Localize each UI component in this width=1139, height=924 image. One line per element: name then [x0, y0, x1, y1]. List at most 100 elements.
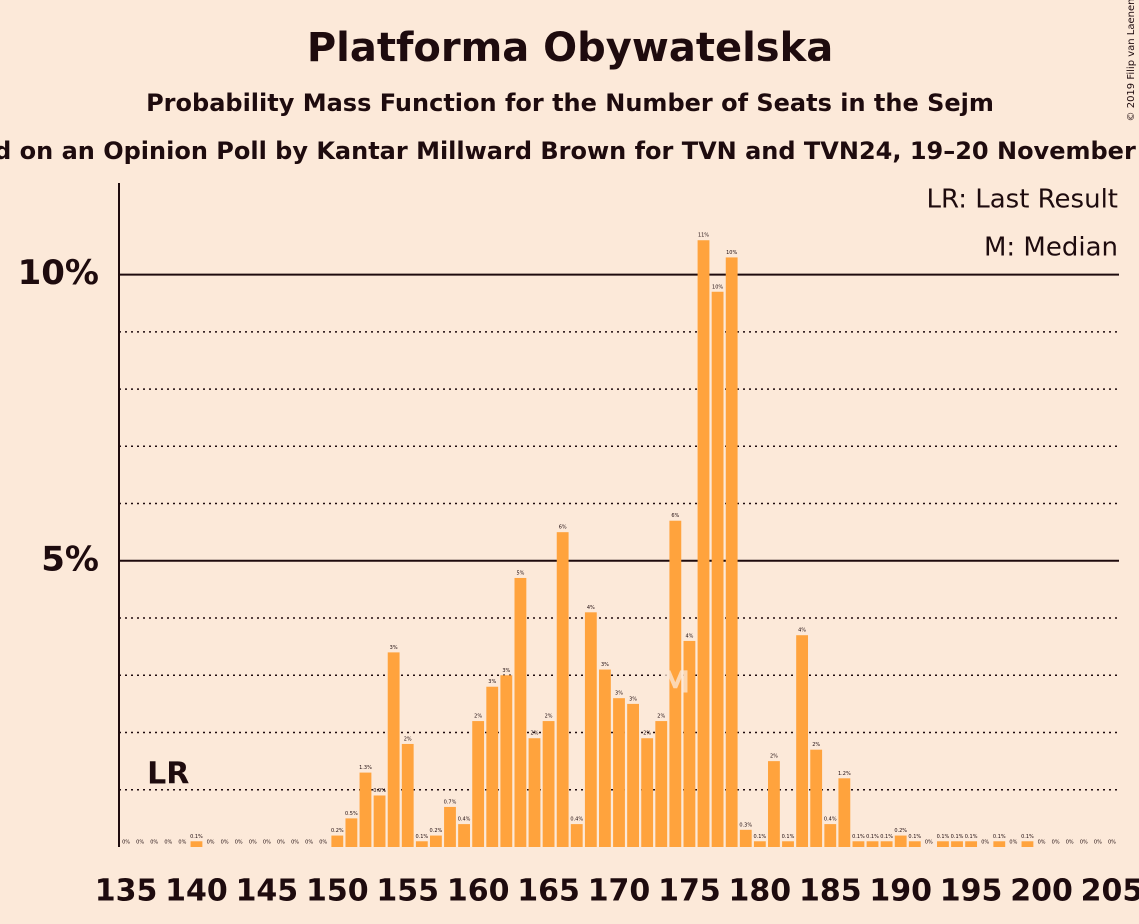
x-tick-label: 170: [588, 874, 651, 909]
bar: [542, 721, 555, 847]
value-label: 0.4%: [824, 817, 837, 823]
bar: [753, 841, 766, 847]
bar: [429, 835, 442, 847]
chart-subtitle: Probability Mass Function for the Number…: [146, 89, 994, 117]
value-label: 0%: [263, 840, 271, 846]
value-label: 3%: [488, 679, 496, 685]
value-label: 3%: [615, 691, 623, 697]
value-label: 3%: [629, 696, 637, 702]
x-tick-label: 140: [165, 874, 228, 909]
value-label: 0%: [249, 840, 257, 846]
bar: [486, 686, 499, 847]
median-marker: M: [660, 665, 690, 700]
value-label: 0.2%: [430, 828, 443, 834]
legend-entry: M: Median: [984, 233, 1118, 263]
value-label: 0.1%: [993, 834, 1006, 840]
bar: [937, 841, 949, 847]
value-label: 0%: [178, 840, 186, 846]
bar: [880, 841, 893, 847]
bar: [768, 761, 780, 847]
bar: [570, 824, 583, 847]
value-label: 2%: [812, 742, 820, 748]
value-label: 3%: [601, 662, 609, 668]
value-label: 4%: [587, 605, 595, 611]
value-label: 0%: [136, 840, 144, 846]
value-label: 0.4%: [570, 817, 583, 823]
value-label: 0.4%: [458, 817, 471, 823]
bar: [993, 841, 1006, 847]
value-label: 0%: [1038, 840, 1046, 846]
value-label: 2%: [657, 714, 665, 720]
bar: [1021, 841, 1034, 847]
x-tick-label: 200: [1010, 874, 1073, 909]
value-label: 0.1%: [937, 834, 950, 840]
bar: [838, 778, 851, 847]
bar: [500, 675, 513, 847]
value-label: 0%: [207, 840, 215, 846]
y-tick-label: 5%: [41, 539, 99, 579]
value-label: 0%: [221, 840, 229, 846]
x-tick-label: 145: [236, 874, 299, 909]
chart-source: Based on an Opinion Poll by Kantar Millw…: [0, 137, 1139, 165]
value-label: 10%: [712, 284, 723, 290]
x-tick-label: 155: [376, 874, 439, 909]
value-label: 0.9%: [373, 788, 386, 794]
bar: [852, 841, 865, 847]
value-label: 0%: [1108, 840, 1116, 846]
value-label: 0%: [235, 840, 243, 846]
bar: [796, 635, 809, 847]
value-label: 2%: [531, 731, 539, 737]
value-label: 0.1%: [1021, 834, 1034, 840]
x-tick-label: 180: [729, 874, 792, 909]
bar: [641, 738, 654, 847]
bar: [190, 841, 203, 847]
value-label: 0%: [1066, 840, 1074, 846]
x-tick-label: 195: [940, 874, 1003, 909]
value-label: 0.2%: [331, 828, 344, 834]
bar: [613, 698, 625, 847]
value-label: 0.1%: [782, 834, 795, 840]
value-label: 0.1%: [880, 834, 893, 840]
bar: [894, 835, 907, 847]
y-tick-label: 10%: [18, 253, 99, 293]
bar: [514, 577, 527, 847]
bar: [359, 772, 372, 847]
bar: [965, 841, 978, 847]
value-label: 11%: [698, 233, 709, 239]
copyright: © 2019 Filip van Laenen: [1126, 0, 1137, 121]
bar: [810, 749, 823, 847]
value-label: 0%: [277, 840, 285, 846]
bar: [472, 721, 485, 847]
bar: [683, 640, 696, 847]
value-label: 2%: [404, 736, 412, 742]
value-label: 2%: [545, 714, 553, 720]
x-tick-label: 205: [1081, 874, 1139, 909]
bar: [739, 829, 752, 847]
value-label: 0.7%: [444, 799, 457, 805]
value-label: 5%: [516, 570, 524, 576]
bar: [444, 806, 456, 847]
chart-title: Platforma Obywatelska: [307, 25, 833, 71]
value-label: 1.3%: [359, 765, 372, 771]
value-label: 0%: [291, 840, 299, 846]
value-label: 0%: [1052, 840, 1060, 846]
value-label: 0%: [1009, 840, 1017, 846]
bar: [415, 841, 428, 847]
bar: [655, 721, 668, 847]
bar: [951, 841, 963, 847]
x-tick-label: 150: [306, 874, 369, 909]
value-label: 0.1%: [190, 834, 203, 840]
value-label: 0%: [925, 840, 933, 846]
value-label: 0%: [122, 840, 130, 846]
bar: [782, 841, 794, 847]
value-label: 0.1%: [852, 834, 865, 840]
value-label: 0.1%: [415, 834, 428, 840]
value-label: 4%: [685, 633, 693, 639]
x-tick-label: 185: [799, 874, 862, 909]
value-label: 3%: [390, 645, 398, 651]
bar: [669, 520, 682, 847]
x-tick-label: 135: [95, 874, 158, 909]
bar: [387, 652, 400, 847]
